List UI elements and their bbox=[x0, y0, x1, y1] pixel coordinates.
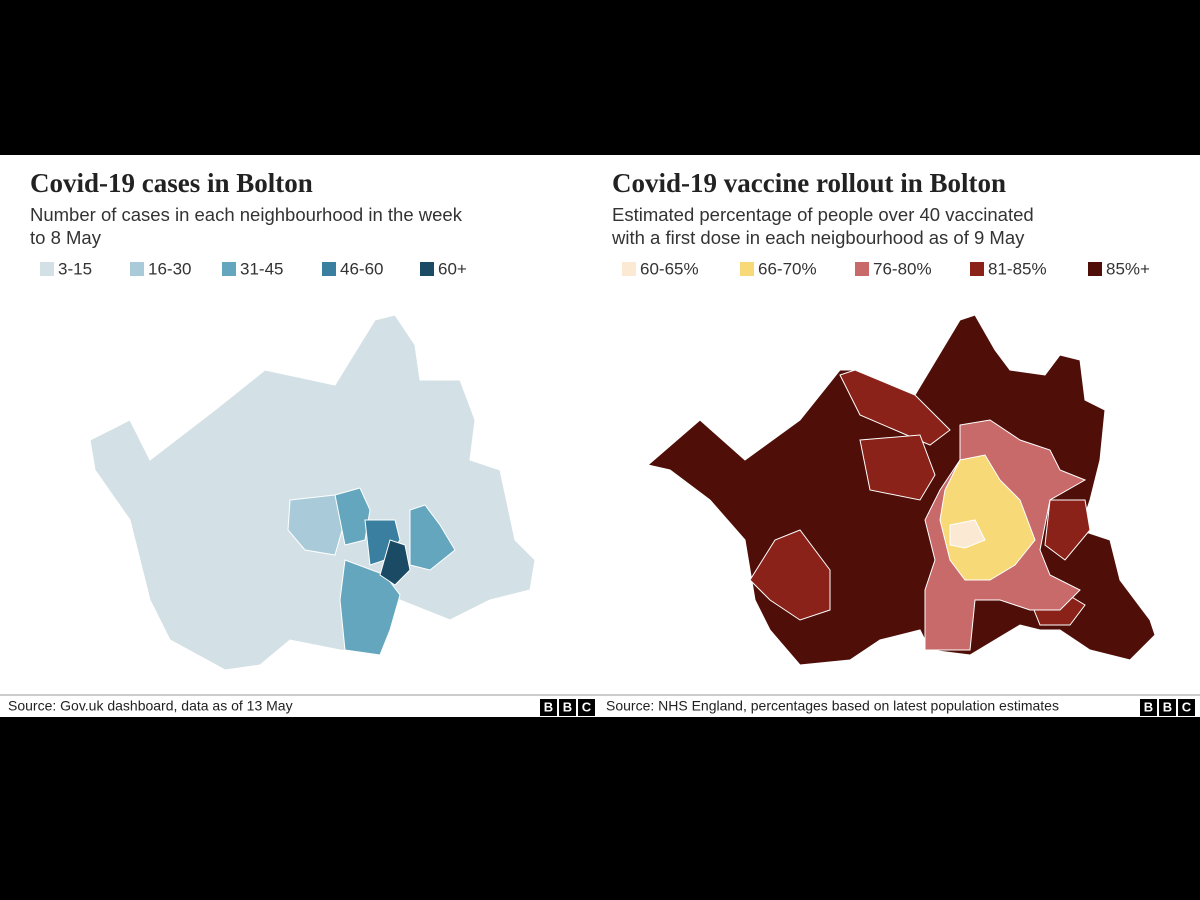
logo-box bbox=[578, 699, 595, 716]
subtitle: Number of cases in each neighbourhood in… bbox=[30, 204, 463, 225]
legend-swatch bbox=[855, 262, 869, 276]
subtitle: Estimated percentage of people over 40 v… bbox=[612, 204, 1034, 225]
title: Covid-19 vaccine rollout in Bolton bbox=[612, 168, 1006, 198]
legend-swatch bbox=[420, 262, 434, 276]
legend-swatch bbox=[1088, 262, 1102, 276]
neighbourhood bbox=[409, 504, 456, 571]
neighbourhood bbox=[859, 434, 936, 501]
source: Source: Gov.uk dashboard, data as of 13 … bbox=[8, 698, 293, 714]
source: Source: NHS England, percentages based o… bbox=[606, 698, 1059, 714]
legend-swatch bbox=[130, 262, 144, 276]
logo-letter: B bbox=[563, 699, 572, 714]
title: Covid-19 cases in Bolton bbox=[30, 168, 313, 198]
neighbourhood bbox=[379, 539, 411, 586]
legend-label: 16-30 bbox=[148, 259, 191, 278]
legend-swatch bbox=[322, 262, 336, 276]
logo-letter: C bbox=[582, 699, 592, 714]
legend-label: 3-15 bbox=[58, 259, 92, 278]
legend-label: 60+ bbox=[438, 259, 467, 278]
neighbourhood bbox=[939, 454, 1036, 581]
neighbourhood bbox=[839, 369, 951, 446]
neighbourhood bbox=[749, 529, 831, 621]
logo-letter: B bbox=[1144, 699, 1153, 714]
neighbourhood bbox=[89, 314, 536, 671]
legend-label: 66-70% bbox=[758, 259, 817, 278]
logo-box bbox=[559, 699, 576, 716]
neighbourhood bbox=[949, 519, 986, 549]
neighbourhood bbox=[1044, 499, 1091, 561]
logo-box bbox=[1159, 699, 1176, 716]
legend-label: 31-45 bbox=[240, 259, 283, 278]
legend-label: 60-65% bbox=[640, 259, 699, 278]
subtitle: to 8 May bbox=[30, 227, 102, 248]
logo-box bbox=[540, 699, 557, 716]
legend-swatch bbox=[622, 262, 636, 276]
legend-swatch bbox=[40, 262, 54, 276]
legend-swatch bbox=[222, 262, 236, 276]
logo-letter: B bbox=[544, 699, 553, 714]
legend-swatch bbox=[970, 262, 984, 276]
legend-label: 76-80% bbox=[873, 259, 932, 278]
logo-letter: C bbox=[1182, 699, 1192, 714]
subtitle: with a first dose in each neigbourhood a… bbox=[611, 227, 1025, 248]
legend-label: 81-85% bbox=[988, 259, 1047, 278]
logo-letter: B bbox=[1163, 699, 1172, 714]
logo-box bbox=[1178, 699, 1195, 716]
legend-label: 46-60 bbox=[340, 259, 383, 278]
logo-box bbox=[1140, 699, 1157, 716]
legend-swatch bbox=[740, 262, 754, 276]
legend-label: 85%+ bbox=[1106, 259, 1150, 278]
